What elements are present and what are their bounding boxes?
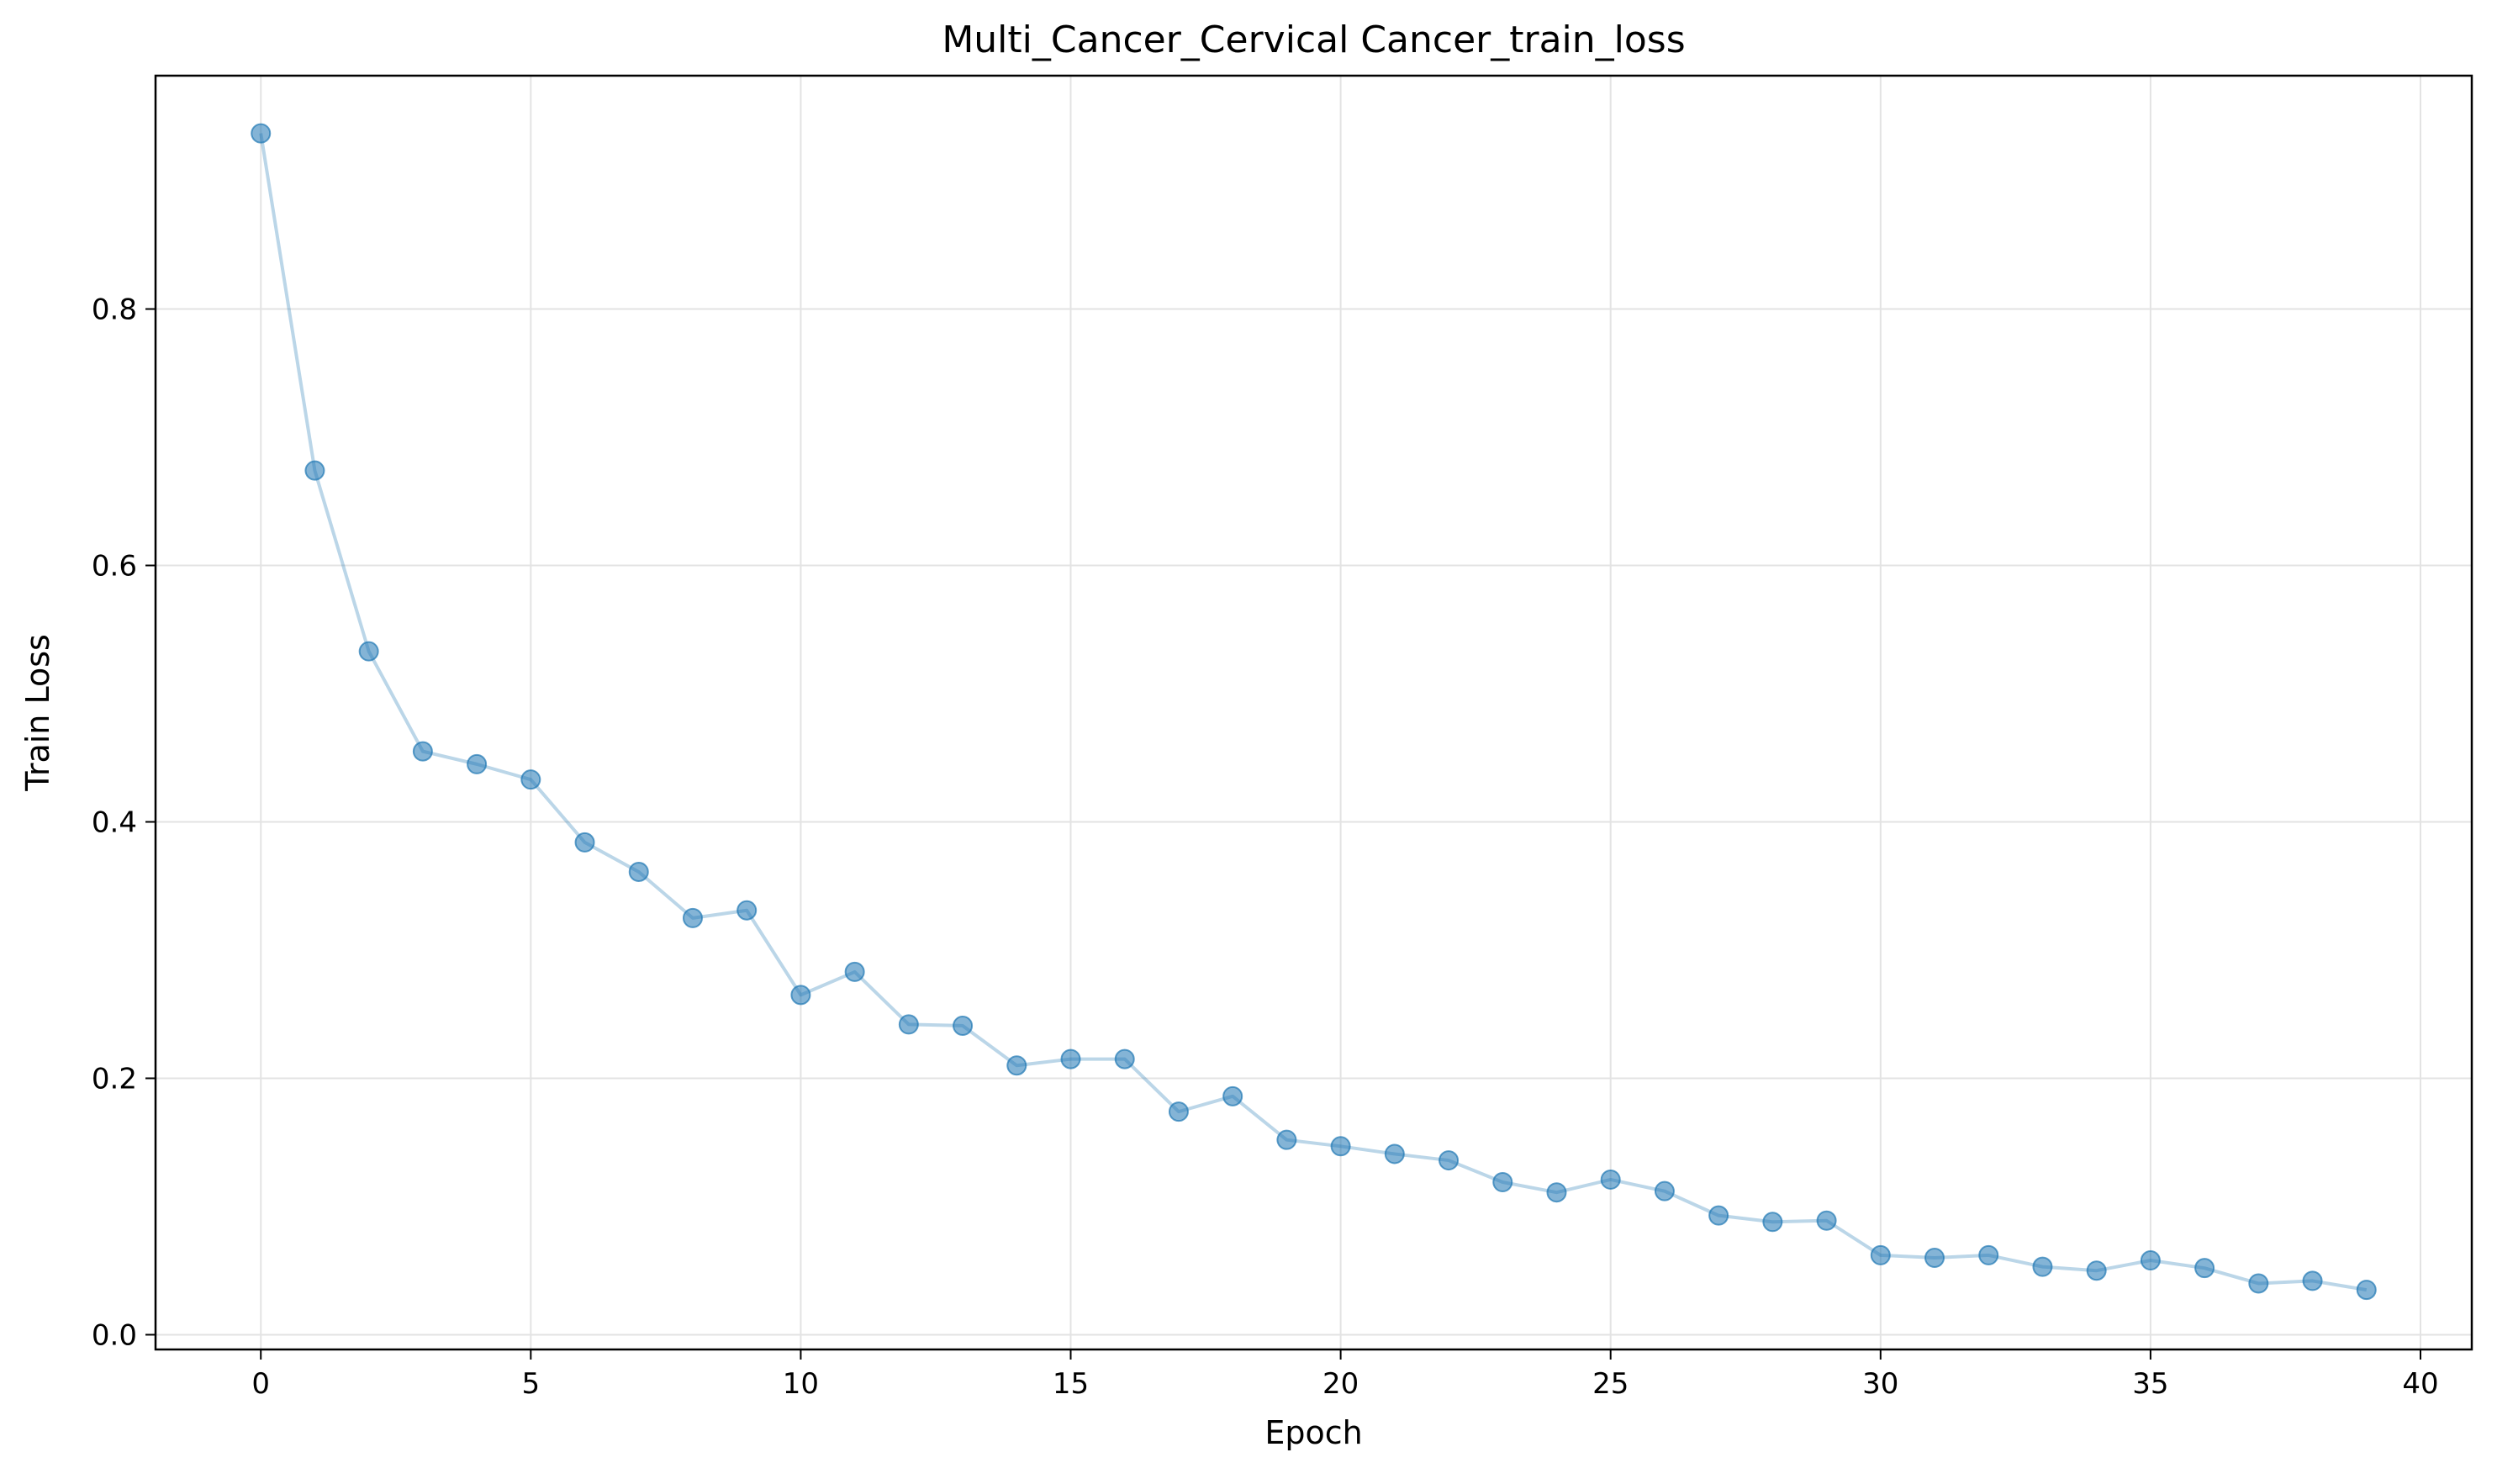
x-axis-label: Epoch <box>1264 1414 1362 1451</box>
plot-frame <box>154 74 2473 1351</box>
data-point <box>1978 1244 1999 1265</box>
x-tick-label: 15 <box>1053 1367 1089 1401</box>
x-tick-label: 25 <box>1592 1367 1629 1401</box>
y-axis-label: Train Loss <box>19 634 56 792</box>
data-point <box>2356 1280 2377 1301</box>
y-axis-ticks: 0.0 0.2 0.4 0.6 0.8 <box>92 293 156 1352</box>
data-point <box>628 861 649 882</box>
x-tick-label: 40 <box>2402 1367 2438 1401</box>
data-point <box>1654 1180 1675 1201</box>
data-point <box>467 753 488 774</box>
series-line-path <box>259 133 2368 1292</box>
data-point <box>1816 1210 1837 1231</box>
data-point <box>1600 1169 1621 1190</box>
data-point <box>1492 1171 1513 1192</box>
y-tick-label: 0.6 <box>92 550 137 584</box>
data-point <box>1276 1129 1297 1150</box>
y-tick-label: 0.0 <box>92 1318 137 1352</box>
y-tick-label: 0.2 <box>92 1062 137 1096</box>
data-point <box>2248 1273 2269 1294</box>
data-point <box>574 832 595 853</box>
data-point <box>2032 1256 2053 1277</box>
data-point <box>2140 1250 2161 1271</box>
data-point <box>1384 1143 1405 1164</box>
data-point <box>304 460 325 481</box>
data-point <box>1330 1136 1351 1157</box>
data-point <box>2302 1270 2323 1291</box>
data-point <box>1762 1212 1783 1233</box>
data-point <box>1114 1048 1135 1069</box>
data-point <box>736 900 758 921</box>
y-tick-label: 0.4 <box>92 805 137 839</box>
data-point <box>1006 1055 1027 1076</box>
data-point <box>2194 1258 2215 1279</box>
data-point <box>251 123 272 144</box>
data-point <box>1439 1150 1460 1171</box>
data-point <box>682 907 703 928</box>
x-tick-label: 0 <box>251 1367 270 1401</box>
data-point <box>1222 1085 1243 1106</box>
x-tick-label: 10 <box>783 1367 819 1401</box>
data-point <box>1060 1048 1081 1069</box>
x-tick-label: 20 <box>1322 1367 1359 1401</box>
data-point <box>1708 1205 1729 1226</box>
x-tick-label: 30 <box>1862 1367 1898 1401</box>
data-point <box>1168 1101 1189 1122</box>
x-tick-label: 5 <box>522 1367 541 1401</box>
data-point <box>520 769 541 790</box>
data-point <box>412 741 433 762</box>
grid-lines <box>156 76 2472 1349</box>
data-point <box>1924 1247 1945 1268</box>
data-point <box>898 1014 919 1035</box>
data-point <box>1870 1244 1891 1265</box>
data-point <box>358 641 379 662</box>
series-markers <box>251 123 2377 1301</box>
data-point <box>2086 1260 2107 1281</box>
x-tick-label: 35 <box>2132 1367 2168 1401</box>
data-point <box>844 961 865 982</box>
data-point <box>790 985 811 1006</box>
chart-title: Multi_Cancer_Cervical Cancer_train_loss <box>942 18 1685 61</box>
x-axis-ticks: 0 5 10 15 20 25 30 35 40 <box>251 1349 2439 1401</box>
series-line <box>259 133 2368 1292</box>
data-point <box>1546 1182 1567 1203</box>
data-point <box>953 1015 974 1036</box>
y-tick-label: 0.8 <box>92 293 137 327</box>
